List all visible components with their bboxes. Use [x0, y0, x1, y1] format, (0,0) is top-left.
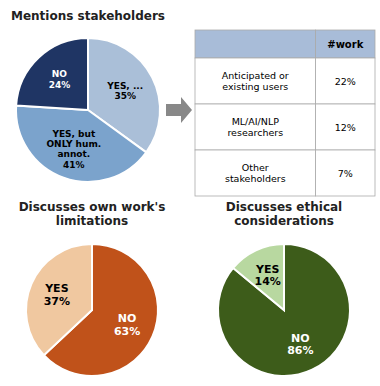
data-label: YES14% [255, 263, 281, 289]
data-label-line: NO [52, 69, 68, 79]
table [195, 30, 375, 196]
figure: Mentions stakeholders YES, ...35% YES, but… [0, 0, 380, 386]
table-value-line: 7% [338, 168, 353, 179]
chart-title: Discusses ethicalconsiderations [226, 200, 342, 228]
data-label: NO86% [287, 332, 313, 358]
pie-slice [16, 105, 146, 182]
table-row-label-line: existing users [222, 81, 288, 92]
data-label-line: 35% [114, 91, 136, 101]
table-row-label-line: Anticipated or [222, 70, 289, 81]
data-label: YES, butONLY hum.annot.41% [46, 129, 101, 170]
chart-title-line: Discusses own work's [19, 200, 166, 214]
pie [16, 38, 160, 182]
table-cell [195, 104, 316, 150]
table-row-label-line: stakeholders [225, 173, 286, 184]
data-label-line: 37% [44, 295, 70, 308]
arrow [166, 97, 192, 123]
data-label-line: NO [118, 312, 137, 325]
chart-title-line: limitations [56, 214, 128, 228]
data-label: YES, ...35% [106, 81, 143, 101]
data-label-line: YES [255, 263, 279, 276]
chart-title: Mentions stakeholders [11, 9, 165, 23]
table-row-label-line: Other [242, 162, 269, 173]
table-value: 22% [335, 76, 356, 87]
table-header-line: #work [327, 39, 363, 50]
table-header-cell [316, 30, 375, 58]
table-value-cell [316, 58, 375, 104]
data-label: YES37% [44, 282, 70, 308]
table-row-label: ML/AI/NLPresearchers [227, 116, 283, 138]
chart-title-line: Discusses ethical [226, 200, 342, 214]
table-cell [195, 150, 316, 196]
data-label-line: 24% [49, 80, 71, 90]
pie-slice [218, 244, 350, 376]
data-label-line: 14% [255, 275, 281, 288]
data-label-line: annot. [57, 149, 90, 159]
table-value: 7% [338, 168, 353, 179]
table-value-line: 12% [335, 122, 356, 133]
data-label-line: 63% [114, 325, 140, 338]
data-label: NO24% [49, 69, 71, 89]
chart-title-line: Mentions stakeholders [11, 9, 165, 23]
data-label-line: YES, ... [106, 81, 143, 91]
table-value: 12% [335, 122, 356, 133]
data-label-line: NO [291, 332, 310, 345]
table-cell [195, 58, 316, 104]
table-value-line: 22% [335, 76, 356, 87]
pie [218, 244, 350, 376]
table-row-label-line: researchers [227, 127, 283, 138]
table-value-cell [316, 150, 375, 196]
data-label-line: YES [44, 282, 68, 295]
pie-slice [233, 244, 284, 310]
pie-slice [26, 244, 92, 355]
pie-slice [16, 38, 88, 110]
data-label-line: 41% [63, 160, 85, 170]
data-label-line: ONLY hum. [46, 139, 101, 149]
table-header: #work [327, 39, 363, 50]
pie [26, 244, 158, 376]
table-row-label: Otherstakeholders [225, 162, 286, 184]
chart-title-line: considerations [234, 214, 334, 228]
table-row-label: Anticipated orexisting users [222, 70, 289, 92]
data-label: NO63% [114, 312, 140, 338]
chart-title: Discusses own work'slimitations [19, 200, 166, 228]
data-label-line: YES, but [51, 129, 96, 139]
table-value-cell [316, 104, 375, 150]
table-header-cell [195, 30, 316, 58]
data-label-line: 86% [287, 344, 313, 357]
table-row-label-line: ML/AI/NLP [232, 116, 280, 127]
